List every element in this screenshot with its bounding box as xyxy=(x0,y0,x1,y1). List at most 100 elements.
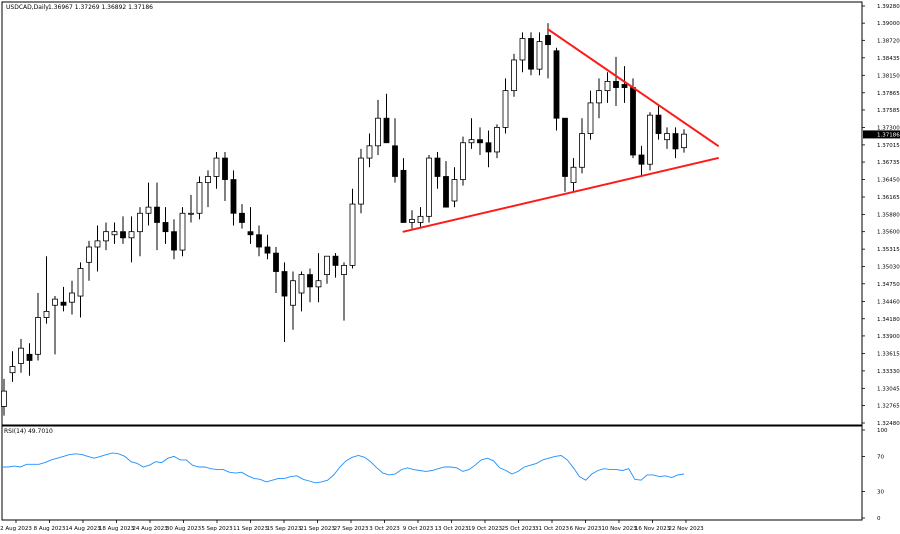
candle-bullish xyxy=(647,114,653,165)
candle-bullish xyxy=(43,310,50,318)
price-tick-label: 1.32765 xyxy=(877,404,900,410)
candle-bearish xyxy=(528,38,534,70)
price-axis: 1.39280 1.39000 1.38720 1.38435 1.38150 1.378… xyxy=(862,4,900,427)
candle-bearish xyxy=(154,206,160,223)
candle-bearish xyxy=(264,246,271,254)
date-tick-label: 13 Oct 2023 xyxy=(434,526,469,532)
candle-bearish xyxy=(613,81,619,88)
price-tick-label: 1.37585 xyxy=(877,108,900,114)
candle-bullish xyxy=(579,133,585,168)
date-tick-label: 15 Sep 2023 xyxy=(267,526,302,532)
candle-bullish xyxy=(349,203,356,266)
price-tick-label: 1.32480 xyxy=(877,421,900,427)
symbol-label: USDCAD,Daily xyxy=(6,4,49,11)
price-tick-label: 1.34750 xyxy=(877,282,900,288)
date-tick-label: 11 Sep 2023 xyxy=(233,526,268,532)
date-tick-label: 6 Nov 2023 xyxy=(570,526,602,532)
date-tick-label: 27 Sep 2023 xyxy=(334,526,369,532)
price-tick-label: 1.34460 xyxy=(877,300,900,306)
candle-bearish xyxy=(307,274,313,288)
candle-bullish xyxy=(341,264,347,275)
candle-bullish xyxy=(205,176,211,184)
candle-bearish xyxy=(434,157,441,177)
candle-bullish xyxy=(111,231,118,236)
date-tick-label: 30 Aug 2023 xyxy=(166,526,202,532)
candles-group xyxy=(1,23,687,416)
current-price-tag xyxy=(863,130,900,139)
candle-bearish xyxy=(230,179,237,214)
rsi-line-group xyxy=(2,452,685,484)
price-tick-label: 1.35315 xyxy=(877,247,900,253)
candle-bullish xyxy=(502,90,509,128)
candle-bullish xyxy=(375,117,381,147)
candle-bearish xyxy=(26,353,33,361)
candle-bullish xyxy=(426,157,432,217)
candle-bearish xyxy=(247,231,254,236)
candle-bearish xyxy=(630,87,636,156)
candle-bearish xyxy=(477,139,483,144)
candle-bearish xyxy=(273,252,279,272)
rsi-panel-frame xyxy=(1,425,863,521)
date-tick-label: 25 Oct 2023 xyxy=(501,526,536,532)
date-tick-label: 24 Aug 2023 xyxy=(132,526,168,532)
candle-bearish xyxy=(621,84,628,88)
candle-bearish xyxy=(256,234,262,248)
rsi-label: RSI(14) 49.7010 xyxy=(4,428,53,435)
current-price-group: 1.37186 xyxy=(863,130,900,139)
rsi-tick-label: 30 xyxy=(877,490,884,496)
price-tick-label: 1.36450 xyxy=(877,178,900,184)
date-tick-label: 8 Aug 2023 xyxy=(34,526,66,532)
date-tick-label: 9 Oct 2023 xyxy=(403,526,434,532)
candle-bullish xyxy=(179,212,186,251)
trendlines-group[interactable] xyxy=(402,28,719,233)
date-tick-label: 22 Nov 2023 xyxy=(668,526,704,532)
candle-bullish xyxy=(536,41,543,70)
price-tick-label: 1.37865 xyxy=(877,91,900,97)
price-tick-label: 1.39000 xyxy=(877,21,900,27)
rsi-tick-label: 100 xyxy=(877,428,888,434)
date-tick-label: 16 Nov 2023 xyxy=(635,526,671,532)
date-tick-label: 5 Sep 2023 xyxy=(201,526,233,532)
candle-bearish xyxy=(655,114,662,134)
candle-bullish xyxy=(9,366,16,374)
candle-bearish xyxy=(60,301,67,306)
candle-bullish xyxy=(69,292,75,303)
candle-bearish xyxy=(485,142,492,153)
candle-bullish xyxy=(103,231,109,242)
date-tick-label: 3 Oct 2023 xyxy=(369,526,400,532)
ascending-support-trendline[interactable] xyxy=(402,157,719,233)
descending-resistance-trendline[interactable] xyxy=(547,28,719,147)
candle-bearish xyxy=(672,133,679,150)
candle-bullish xyxy=(213,157,220,177)
price-panel-frame xyxy=(1,1,863,426)
price-tick-label: 1.36735 xyxy=(877,160,900,166)
candle-bearish xyxy=(443,176,449,208)
candle-bearish xyxy=(222,157,228,180)
date-tick-label: 19 Oct 2023 xyxy=(468,526,503,532)
candle-bearish xyxy=(638,154,645,165)
candle-bullish xyxy=(188,212,194,215)
candle-bullish xyxy=(451,179,458,202)
candle-bullish xyxy=(460,142,466,180)
candle-bullish xyxy=(417,215,424,223)
price-tick-label: 1.38150 xyxy=(877,73,900,79)
rsi-axis: 100 70 30 0 xyxy=(862,428,888,522)
rsi-line xyxy=(2,452,685,484)
price-tick-label: 1.38435 xyxy=(877,56,900,62)
ohlc-readout: 1.36967 1.37269 1.36892 1.37186 xyxy=(48,4,153,11)
candle-bearish xyxy=(171,231,177,251)
candle-bullish xyxy=(18,347,24,364)
candle-bullish xyxy=(664,133,670,141)
candle-bullish xyxy=(298,274,305,294)
candle-bullish xyxy=(86,246,92,263)
candle-bullish xyxy=(1,390,7,407)
price-tick-label: 1.35880 xyxy=(877,213,900,219)
candle-bullish xyxy=(94,240,101,248)
candle-bullish xyxy=(366,145,373,159)
price-tick-label: 1.39280 xyxy=(877,4,900,10)
candle-bearish xyxy=(239,212,245,223)
candle-bearish xyxy=(162,222,169,233)
candle-bullish xyxy=(137,212,143,233)
price-tick-label: 1.35030 xyxy=(877,265,900,271)
